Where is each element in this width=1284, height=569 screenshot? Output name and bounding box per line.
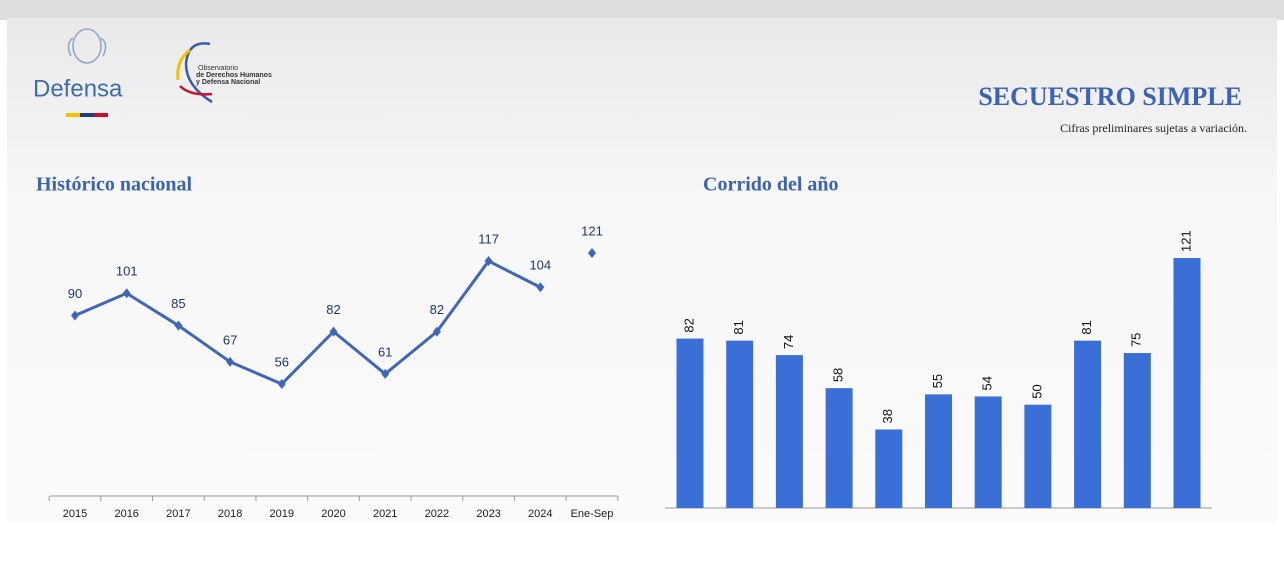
point bbox=[432, 326, 441, 337]
logo-text: Observatorio bbox=[198, 65, 238, 72]
data-label: 61 bbox=[378, 344, 392, 359]
logo-defensa: Defensa bbox=[33, 28, 123, 117]
note: Cifras preliminares sujetas a variación. bbox=[1060, 121, 1247, 135]
data-label: 82 bbox=[681, 318, 696, 332]
data-label: 121 bbox=[581, 223, 603, 238]
point bbox=[174, 320, 183, 331]
bar bbox=[1074, 340, 1102, 508]
card bbox=[7, 18, 1277, 522]
x-tick-label: 2017 bbox=[166, 508, 190, 520]
top-band bbox=[0, 0, 1284, 20]
data-label: 101 bbox=[116, 264, 138, 279]
point bbox=[381, 368, 390, 379]
data-label: 74 bbox=[781, 335, 796, 349]
logo-text: de Derechos Humanos bbox=[196, 72, 272, 79]
point bbox=[536, 282, 545, 293]
flag-yellow bbox=[66, 113, 80, 117]
data-label: 85 bbox=[171, 296, 185, 311]
emblem-wings bbox=[67, 37, 107, 57]
bar bbox=[825, 388, 853, 508]
data-label: 82 bbox=[430, 302, 444, 317]
data-label: 55 bbox=[930, 374, 945, 388]
x-tick-label: 2018 bbox=[218, 508, 242, 520]
point bbox=[484, 256, 493, 267]
line bbox=[74, 259, 541, 386]
bar bbox=[1024, 404, 1052, 508]
x-tick-label: 2019 bbox=[270, 508, 294, 520]
bar bbox=[875, 429, 903, 508]
data-label: 38 bbox=[880, 409, 895, 423]
data-label: 104 bbox=[529, 258, 551, 273]
x-tick-label: 2020 bbox=[321, 508, 345, 520]
emblem bbox=[72, 28, 102, 64]
x-tick-label: 2021 bbox=[373, 508, 397, 520]
data-label: 121 bbox=[1178, 230, 1193, 252]
x-tick-label: 2024 bbox=[528, 508, 552, 520]
data-label: 56 bbox=[275, 354, 289, 369]
flag-red bbox=[94, 113, 108, 117]
x-tick-label: 2015 bbox=[63, 508, 87, 520]
logo-text: Defensa bbox=[33, 75, 123, 102]
data-label: 90 bbox=[68, 286, 82, 301]
data-label: 82 bbox=[326, 302, 340, 317]
bar bbox=[726, 340, 754, 508]
bar bbox=[925, 394, 952, 508]
bar bbox=[1173, 258, 1201, 508]
bar bbox=[974, 396, 1002, 508]
point bbox=[277, 379, 286, 389]
logo-observatorio: Observatorio de Derechos Humanos y Defen… bbox=[176, 42, 272, 104]
bar bbox=[775, 355, 803, 508]
x-tick-label: 2022 bbox=[425, 508, 449, 520]
data-label: 117 bbox=[478, 231, 499, 246]
data-label: 67 bbox=[223, 332, 237, 347]
data-label: 58 bbox=[831, 368, 846, 382]
chart-title: Corrido del año bbox=[703, 174, 839, 196]
logo-arc bbox=[176, 48, 191, 81]
point bbox=[329, 326, 338, 337]
data-label: 81 bbox=[1079, 320, 1094, 334]
x-tick-label: 2023 bbox=[476, 508, 500, 520]
point bbox=[122, 288, 131, 299]
data-label: 54 bbox=[980, 376, 995, 390]
page-title: SECUESTRO SIMPLE bbox=[978, 82, 1242, 111]
data-label: 75 bbox=[1129, 333, 1144, 347]
logo-text: y Defensa Nacional bbox=[196, 79, 260, 86]
point bbox=[588, 248, 596, 258]
chart-title: Histórico nacional bbox=[36, 174, 193, 196]
bar bbox=[1123, 353, 1151, 508]
logo-arc bbox=[179, 85, 213, 96]
point bbox=[71, 310, 79, 321]
logo-arc bbox=[184, 42, 213, 104]
flag-blue bbox=[80, 113, 94, 117]
x-tick-label: 2016 bbox=[114, 508, 138, 520]
point bbox=[226, 356, 235, 367]
data-label: 50 bbox=[1029, 384, 1044, 398]
x-tick-label: Ene-Sep bbox=[571, 508, 614, 520]
data-label: 81 bbox=[731, 320, 746, 334]
bar bbox=[676, 338, 704, 508]
